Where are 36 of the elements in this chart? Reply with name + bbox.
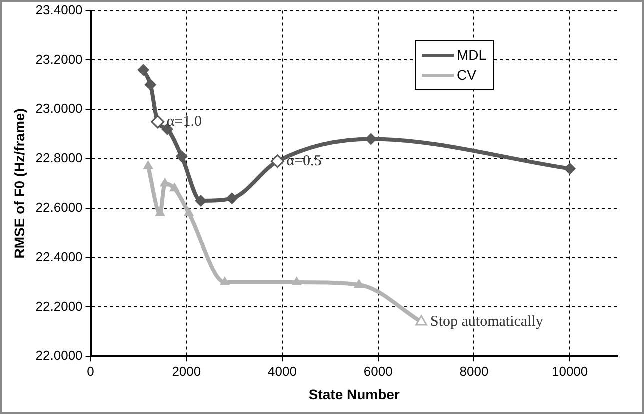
x-tick-label: 10000 — [552, 364, 588, 379]
point — [226, 192, 238, 205]
y-tick-label: 22.4000 — [36, 249, 83, 264]
y-tick-label: 22.8000 — [36, 150, 83, 166]
y-axis-title: RMSE of F0 (Hz/frame) — [11, 108, 28, 259]
x-tick-label: 6000 — [364, 364, 393, 379]
point — [160, 178, 170, 187]
annotation: α=0.5 — [286, 153, 322, 170]
point — [220, 276, 230, 286]
point — [138, 64, 150, 76]
legend-label: MDL — [457, 47, 487, 63]
y-tick-label: 23.2000 — [36, 52, 83, 67]
x-axis-title: State Number — [308, 386, 400, 402]
annotation: Stop automatically — [430, 314, 544, 330]
point — [354, 278, 364, 288]
point — [416, 315, 428, 326]
y-tick-label: 23.0000 — [36, 101, 83, 116]
x-tick-label: 8000 — [460, 364, 489, 379]
y-tick-label: 22.0000 — [36, 348, 83, 364]
point — [270, 154, 284, 168]
annotation: α=1.0 — [166, 114, 202, 130]
legend-label: CV — [457, 67, 476, 83]
x-tick-label: 2000 — [172, 364, 202, 379]
point — [151, 115, 165, 129]
point — [143, 160, 154, 170]
y-tick-label: 22.6000 — [36, 200, 83, 215]
point — [176, 150, 188, 163]
y-tick-label: 22.2000 — [36, 298, 83, 314]
x-tick-label: 4000 — [268, 364, 297, 379]
point — [564, 162, 576, 175]
y-tick-label: 23.4000 — [36, 2, 83, 18]
point — [292, 276, 302, 286]
point — [184, 207, 194, 216]
x-tick-label: 0 — [87, 364, 94, 379]
point — [144, 78, 157, 91]
point — [169, 182, 180, 192]
